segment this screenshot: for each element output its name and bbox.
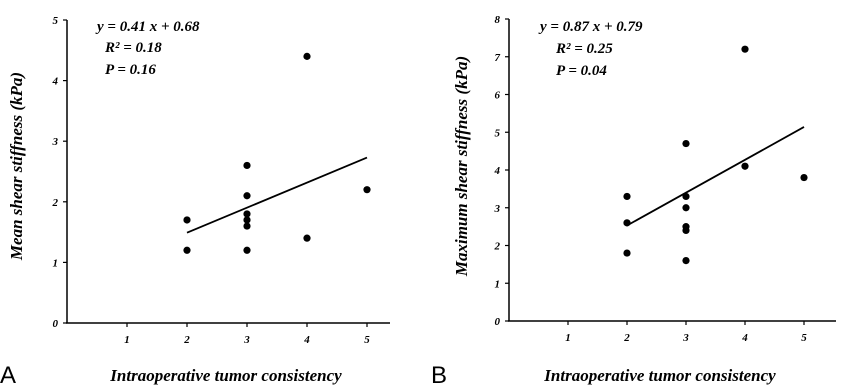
data-point	[741, 163, 748, 170]
panel-a-xlabel: Intraoperative tumor consistency	[109, 366, 342, 385]
data-point	[303, 53, 310, 60]
panel-a: A Intraoperative tumor consistency Mean …	[0, 15, 390, 385]
y-tick-label: 2	[52, 197, 59, 209]
x-tick-label: 2	[183, 334, 190, 346]
data-point	[243, 192, 250, 199]
panel-a-label: A	[0, 362, 16, 385]
data-point	[623, 249, 630, 256]
y-tick-label: 7	[495, 52, 501, 64]
y-tick-label: 0	[495, 316, 501, 328]
y-tick-label: 3	[494, 203, 501, 215]
y-tick-label: 4	[52, 76, 59, 88]
data-point	[800, 174, 807, 181]
data-point	[682, 257, 689, 264]
y-tick-label: 0	[53, 318, 59, 330]
panel-b-p-value: P = 0.04	[556, 63, 607, 79]
y-tick-label: 5	[53, 15, 59, 27]
data-point	[183, 247, 190, 254]
data-point	[623, 193, 630, 200]
data-point	[682, 193, 689, 200]
data-point	[682, 227, 689, 234]
panel-b-x-ticks: 1 2 3 4 5	[565, 321, 807, 344]
x-tick-label: 3	[243, 334, 250, 346]
x-tick-label: 5	[364, 334, 370, 346]
y-tick-label: 8	[495, 14, 501, 26]
data-point	[682, 204, 689, 211]
y-tick-label: 3	[52, 136, 59, 148]
data-point	[363, 186, 370, 193]
data-point	[303, 235, 310, 242]
panel-a-y-ticks: 0 1 2 3 4 5	[52, 15, 68, 330]
x-tick-label: 1	[565, 332, 571, 344]
panel-a-ylabel: Mean shear stiffness (kPa)	[7, 72, 26, 261]
panel-a-equation: y = 0.41 x + 0.68	[95, 19, 200, 35]
x-tick-label: 1	[124, 334, 130, 346]
data-point	[682, 140, 689, 147]
y-tick-label: 4	[494, 165, 501, 177]
panel-a-marks	[183, 53, 370, 254]
y-tick-label: 2	[494, 241, 501, 253]
x-tick-label: 2	[623, 332, 630, 344]
panel-b-y-ticks: 0 1 2 3 4 5 6 7 8	[494, 14, 510, 328]
x-tick-label: 5	[801, 332, 807, 344]
panel-a-x-ticks: 1 2 3 4 5	[124, 323, 370, 346]
panel-b-ylabel: Maximum shear stiffness (kPa)	[452, 56, 471, 277]
panel-b-marks	[623, 46, 807, 265]
x-tick-label: 3	[682, 332, 689, 344]
panel-b-r-squared: R² = 0.25	[555, 41, 613, 57]
panel-a-r-squared: R² = 0.18	[104, 40, 162, 56]
panel-b: B Intraoperative tumor consistency Maxim…	[431, 14, 836, 385]
panel-b-xlabel: Intraoperative tumor consistency	[543, 366, 776, 385]
y-tick-label: 1	[53, 257, 59, 269]
data-point	[243, 162, 250, 169]
data-point	[243, 222, 250, 229]
y-tick-label: 6	[495, 90, 501, 102]
y-tick-label: 1	[495, 278, 501, 290]
data-point	[623, 219, 630, 226]
data-point	[183, 216, 190, 223]
data-point	[243, 247, 250, 254]
x-tick-label: 4	[303, 334, 310, 346]
panel-a-p-value: P = 0.16	[105, 62, 156, 78]
y-tick-label: 5	[495, 127, 501, 139]
data-point	[741, 46, 748, 53]
panel-b-label: B	[431, 362, 447, 385]
regression-line	[187, 158, 367, 233]
regression-line	[627, 127, 804, 226]
x-tick-label: 4	[741, 332, 748, 344]
panel-b-equation: y = 0.87 x + 0.79	[538, 19, 643, 35]
